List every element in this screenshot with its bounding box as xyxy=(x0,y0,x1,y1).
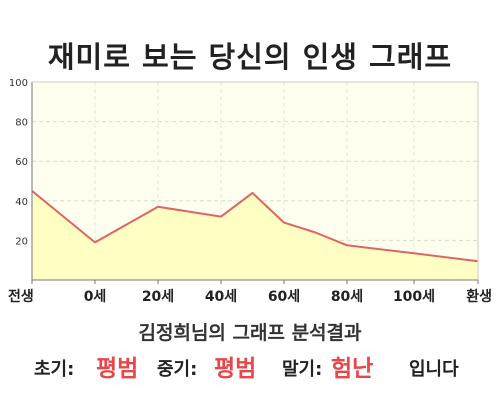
late-value: 험난 xyxy=(331,356,374,382)
early-value: 평범 xyxy=(96,356,139,382)
y-tick-label-2: 60 xyxy=(15,157,28,168)
area-fill xyxy=(32,190,478,280)
x-tick-label-6: 100세 xyxy=(393,289,435,305)
analysis-result: 초기: 평범 중기: 평범 말기: 험난 입니다 xyxy=(0,346,500,382)
x-tick-label-3: 40세 xyxy=(205,289,237,305)
chart-title: 재미로 보는 당신의 인생 그래프 xyxy=(47,40,453,74)
x-tick-label-2: 20세 xyxy=(142,289,174,305)
ending-text: 입니다 xyxy=(409,359,459,380)
x-tick-label-0: 전생 xyxy=(8,288,34,305)
early-label: 초기: xyxy=(34,359,75,380)
x-tick-label-4: 60세 xyxy=(268,289,300,305)
middle-label: 중기: xyxy=(157,359,198,380)
middle-value: 평범 xyxy=(214,356,257,382)
series-line xyxy=(31,190,479,263)
axes xyxy=(31,81,479,281)
x-tick-label-1: 0세 xyxy=(84,289,107,305)
x-tick-labels: 전생 0세 20세 40세 60세 80세 100세 환생 xyxy=(8,280,492,305)
late-label: 말기: xyxy=(282,359,323,380)
y-tick-labels: 20 40 60 80 100 xyxy=(9,78,28,247)
y-tick-label-0: 20 xyxy=(15,236,28,247)
analysis-summary: 김정희님의 그래프 분석결과 xyxy=(138,322,362,344)
x-tick-label-7: 환생 xyxy=(466,288,492,305)
y-tick-label-4: 100 xyxy=(9,78,28,89)
y-tick-label-1: 40 xyxy=(15,197,28,208)
x-tick-label-5: 80세 xyxy=(331,289,363,305)
y-tick-label-3: 80 xyxy=(15,118,28,129)
